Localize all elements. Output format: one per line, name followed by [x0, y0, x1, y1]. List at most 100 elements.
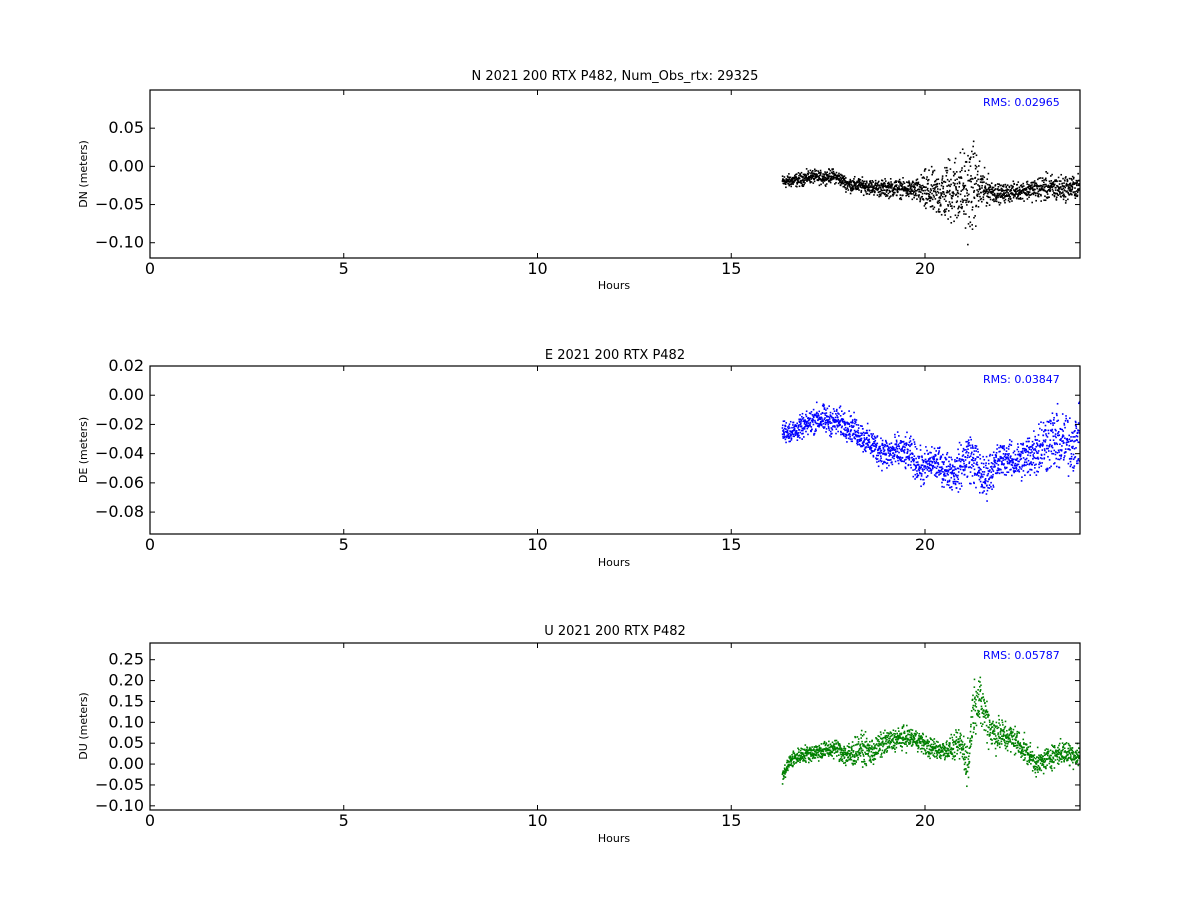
data-point — [873, 751, 876, 754]
data-point — [1017, 463, 1020, 466]
data-point — [1053, 416, 1055, 419]
data-point — [955, 171, 958, 173]
data-point — [955, 729, 957, 731]
data-point — [899, 198, 901, 200]
data-point — [848, 758, 850, 761]
data-point — [782, 430, 784, 432]
data-point — [862, 181, 865, 183]
data-point — [784, 182, 787, 185]
data-point — [905, 735, 907, 738]
data-point — [1021, 185, 1024, 188]
data-point — [885, 751, 888, 753]
data-point — [985, 710, 988, 713]
data-point — [1016, 183, 1019, 186]
data-point — [908, 195, 910, 198]
data-point — [870, 447, 873, 449]
data-point — [985, 480, 987, 482]
data-point — [813, 753, 815, 756]
data-point — [876, 184, 878, 187]
data-point — [942, 743, 945, 745]
data-point — [946, 171, 948, 174]
data-point — [849, 752, 852, 755]
data-point — [839, 423, 841, 426]
data-point — [924, 749, 926, 751]
data-point — [1045, 171, 1047, 173]
data-point — [1025, 440, 1028, 443]
data-point — [986, 700, 988, 703]
data-point — [846, 759, 849, 762]
data-point — [912, 469, 914, 471]
data-point — [1001, 460, 1003, 463]
data-point — [850, 181, 853, 183]
data-point — [1013, 193, 1016, 196]
data-point — [920, 464, 923, 467]
data-point — [954, 740, 956, 743]
data-point — [1043, 179, 1045, 181]
data-point — [975, 463, 978, 466]
data-point — [786, 431, 789, 433]
data-point — [982, 481, 985, 484]
data-point — [949, 748, 952, 751]
data-point — [872, 442, 874, 445]
data-point — [1027, 446, 1030, 449]
data-point — [997, 726, 1000, 729]
data-point — [1002, 185, 1005, 188]
data-point — [979, 476, 982, 479]
data-point — [982, 190, 985, 192]
data-point — [999, 730, 1002, 733]
data-point — [1030, 469, 1033, 471]
data-point — [886, 467, 888, 469]
data-point — [944, 166, 946, 169]
data-point — [832, 170, 835, 173]
data-point — [797, 178, 799, 181]
data-point — [828, 418, 831, 420]
data-point — [1045, 434, 1048, 437]
data-point — [873, 190, 876, 192]
data-point — [905, 462, 907, 465]
data-point — [869, 760, 872, 762]
data-point — [1005, 457, 1008, 460]
data-point — [823, 418, 826, 421]
data-point — [992, 731, 995, 733]
data-point — [919, 186, 922, 189]
data-point — [793, 181, 795, 184]
data-point — [828, 748, 830, 751]
data-point — [960, 190, 963, 192]
data-point — [827, 752, 829, 754]
data-point — [888, 737, 890, 740]
data-point — [931, 461, 934, 464]
data-point — [845, 188, 847, 191]
data-point — [842, 413, 845, 415]
data-point — [883, 182, 886, 184]
data-point — [908, 441, 911, 444]
data-point — [986, 183, 989, 186]
data-point — [1002, 457, 1005, 460]
data-point — [897, 737, 900, 740]
data-point — [839, 179, 841, 182]
data-point — [886, 195, 889, 197]
data-point — [799, 757, 802, 760]
data-point — [828, 421, 830, 423]
data-point — [871, 436, 873, 438]
data-point — [940, 472, 942, 475]
data-point — [853, 762, 855, 765]
data-point — [893, 453, 896, 456]
data-point — [801, 183, 804, 186]
data-point — [1070, 463, 1072, 466]
y-tick-label: 0.05 — [108, 118, 144, 137]
data-point — [937, 463, 940, 466]
data-point — [1003, 455, 1006, 458]
data-point — [919, 748, 922, 750]
data-point — [889, 737, 891, 740]
data-point — [947, 469, 950, 472]
data-point — [817, 760, 820, 762]
data-point — [1021, 466, 1023, 468]
data-point — [880, 742, 882, 745]
data-point — [998, 742, 1001, 745]
data-point — [870, 183, 873, 185]
data-point — [864, 449, 866, 452]
data-point — [863, 441, 865, 443]
data-point — [883, 185, 886, 188]
data-point — [929, 463, 932, 466]
data-point — [908, 444, 910, 446]
